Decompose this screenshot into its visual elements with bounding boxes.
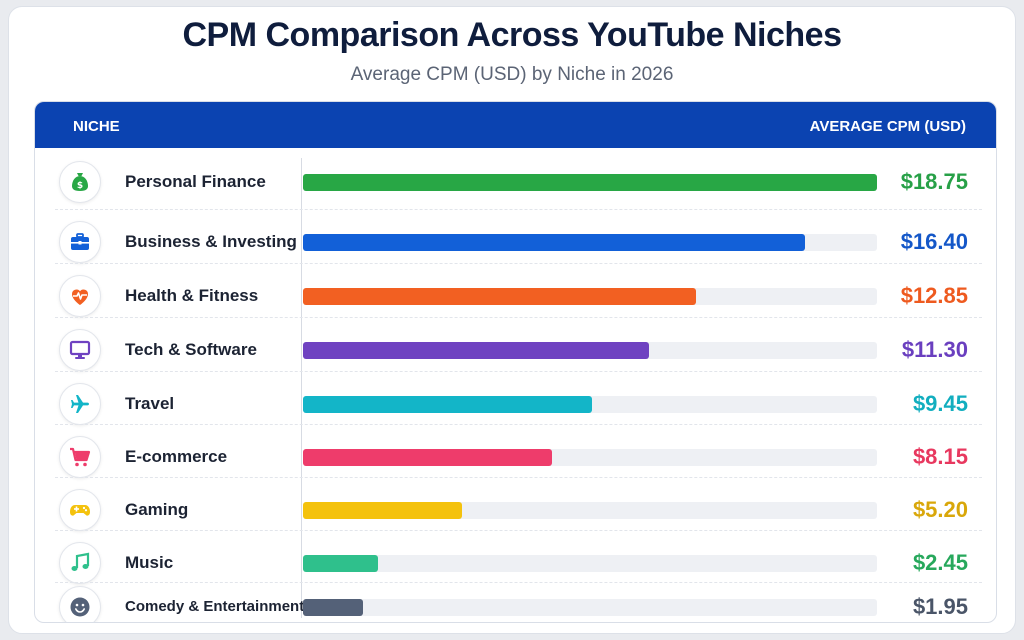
row-health-and-fitness: Health & Fitness $12.85 — [35, 264, 996, 318]
category-label: Tech & Software — [125, 340, 257, 359]
row-gaming: Gaming $5.20 — [35, 478, 996, 531]
value-label: $5.20 — [912, 497, 968, 522]
row-e-commerce: E-commerce $8.15 — [35, 425, 996, 478]
row-divider — [55, 371, 982, 372]
row-travel: Travel $9.45 — [35, 372, 996, 425]
bar-tech-and-software — [303, 342, 649, 359]
column-header-cpm: AVERAGE CPM (USD) — [809, 118, 966, 135]
category-label: Personal Finance — [125, 172, 266, 191]
value-label: $1.95 — [912, 594, 968, 619]
smiley-icon — [59, 586, 101, 622]
table-header: NICHE AVERAGE CPM (USD) — [35, 102, 996, 148]
airplane-icon — [59, 383, 101, 425]
category-label: Travel — [125, 394, 175, 413]
value-label: $16.40 — [900, 229, 968, 254]
value-label: $12.85 — [900, 283, 968, 308]
bar-music — [303, 555, 378, 572]
money-bag-icon: $ — [59, 161, 101, 203]
bar-e-commerce — [303, 449, 552, 466]
row-business-and-investing: Business & Investing $16.40 — [35, 210, 996, 264]
bar-track — [303, 599, 877, 616]
row-divider — [55, 209, 982, 210]
row-comedy-and-entertainment: Comedy & Entertainment $1.95 — [35, 583, 996, 622]
row-divider — [55, 263, 982, 264]
row-music: Music $2.45 — [35, 531, 996, 584]
category-label: Gaming — [125, 500, 189, 519]
category-label: Music — [125, 553, 174, 572]
category-label: Comedy & Entertainment — [125, 598, 305, 615]
row-divider — [55, 477, 982, 478]
bar-comedy-and-entertainment — [303, 599, 363, 616]
value-label: $9.45 — [912, 391, 968, 416]
briefcase-icon — [59, 221, 101, 263]
bar-track — [303, 555, 877, 572]
chart-subtitle: Average CPM (USD) by Niche in 2026 — [350, 64, 674, 85]
value-label: $8.15 — [912, 444, 968, 469]
row-tech-and-software: Tech & Software $11.30 — [35, 318, 996, 372]
gamepad-icon — [59, 489, 101, 531]
music-note-icon — [59, 542, 101, 584]
row-divider — [55, 317, 982, 318]
category-label: Health & Fitness — [125, 286, 259, 305]
category-label: Business & Investing — [125, 232, 297, 251]
value-label: $2.45 — [912, 550, 968, 575]
bar-travel — [303, 396, 592, 413]
cpm-table: NICHE AVERAGE CPM (USD) $ Personal Financ… — [34, 101, 997, 623]
value-label: $18.75 — [900, 169, 968, 194]
bar-health-and-fitness — [303, 288, 696, 305]
row-personal-finance: $ Personal Finance $18.75 — [35, 148, 996, 210]
value-label: $11.30 — [901, 337, 968, 362]
row-divider — [55, 530, 982, 531]
bar-business-and-investing — [303, 234, 805, 251]
row-divider — [55, 424, 982, 425]
monitor-icon — [59, 329, 101, 371]
column-header-niche: NICHE — [73, 118, 120, 135]
shopping-cart-icon — [59, 436, 101, 478]
heart-pulse-icon — [59, 275, 101, 317]
axis-line — [301, 158, 302, 618]
bar-personal-finance — [303, 174, 877, 191]
row-divider — [55, 582, 982, 583]
category-label: E-commerce — [125, 447, 228, 466]
svg-text:$: $ — [77, 181, 83, 191]
chart-title: CPM Comparison Across YouTube Niches — [182, 16, 842, 54]
bar-gaming — [303, 502, 462, 519]
